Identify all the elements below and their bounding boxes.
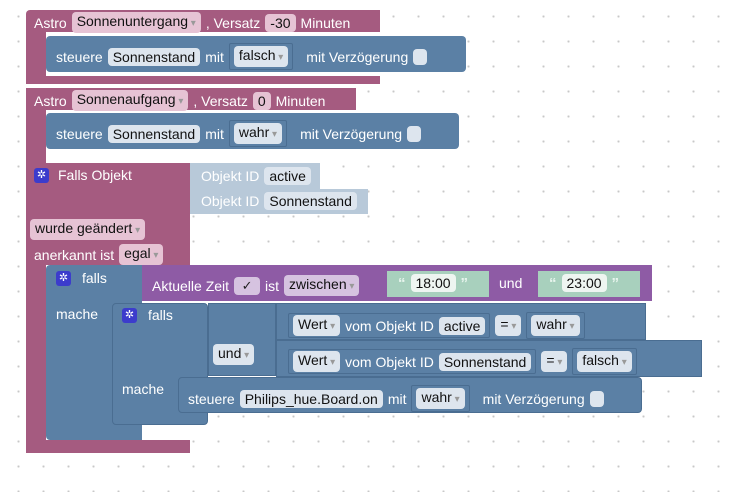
astro-event-dropdown[interactable]: Sonnenaufgang — [71, 90, 189, 111]
gear-icon[interactable]: ✲ — [122, 307, 137, 323]
and-label: und — [499, 275, 523, 291]
unit-label: Minuten — [275, 92, 326, 109]
value-dropdown[interactable]: falsch — [577, 351, 632, 372]
control-target[interactable]: Sonnenstand — [107, 47, 201, 66]
object-id-label: Objekt ID — [201, 168, 260, 184]
is-label: ist — [265, 277, 280, 294]
delay-label: mit Verzögerung — [300, 125, 403, 142]
object-label: vom Objekt ID — [345, 353, 434, 370]
checkbox[interactable]: ✓ — [234, 276, 261, 295]
do-label: mache — [56, 306, 99, 322]
quote-close-icon: ” — [460, 274, 469, 292]
value-dropdown[interactable]: falsch — [233, 46, 289, 67]
logic-block[interactable] — [208, 303, 276, 376]
operator-dropdown[interactable]: = — [541, 351, 568, 372]
object-id-value[interactable]: Sonnenstand — [264, 192, 357, 210]
astro-label: Astro — [34, 14, 67, 31]
delay-checkbox[interactable] — [589, 390, 604, 407]
offset-label: , Versatz — [193, 92, 248, 109]
mode-dropdown[interactable]: zwischen — [284, 275, 360, 296]
offset-input[interactable]: -30 — [265, 13, 296, 32]
quote-close-icon: ” — [611, 274, 620, 292]
if-label: falls — [148, 307, 173, 323]
object-id-value[interactable]: Sonnenstand — [438, 352, 532, 371]
object-id-label: Objekt ID — [201, 193, 260, 209]
ack-label: anerkannt ist — [34, 246, 115, 263]
delay-checkbox[interactable] — [413, 48, 428, 65]
quote-open-icon: “ — [549, 274, 557, 292]
object-label: vom Objekt ID — [345, 317, 434, 334]
ack-dropdown[interactable]: egal — [119, 244, 164, 265]
control-target[interactable]: Philips_hue.Board.on — [239, 389, 383, 408]
gear-icon[interactable]: ✲ — [34, 167, 49, 183]
control-target[interactable]: Sonnenstand — [107, 124, 201, 143]
with-label: mit — [205, 125, 224, 142]
quote-open-icon: “ — [398, 274, 406, 292]
operator-dropdown[interactable]: = — [495, 315, 522, 336]
with-label: mit — [387, 390, 407, 407]
unit-label: Minuten — [300, 14, 351, 31]
value-dropdown[interactable]: wahr — [233, 123, 283, 144]
astro-event-dropdown[interactable]: Sonnenuntergang — [71, 12, 201, 33]
control-label: steuere — [56, 125, 103, 142]
control-label: steuere — [56, 48, 103, 65]
delay-label: mit Verzögerung — [306, 48, 409, 65]
logic-dropdown[interactable]: und — [213, 344, 255, 365]
control-label: steuere — [188, 390, 235, 407]
gear-icon[interactable]: ✲ — [56, 270, 71, 286]
value-dropdown[interactable]: wahr — [531, 315, 580, 336]
change-dropdown[interactable]: wurde geändert — [30, 219, 146, 240]
trigger-label: Falls Objekt — [58, 167, 132, 183]
object-id-value[interactable]: active — [264, 167, 311, 185]
offset-input[interactable]: 0 — [252, 91, 271, 110]
do-label: mache — [122, 381, 165, 397]
get-kind-dropdown[interactable]: Wert — [293, 351, 341, 372]
with-label: mit — [205, 48, 224, 65]
value-dropdown[interactable]: wahr — [416, 388, 465, 409]
time-from-input[interactable]: 18:00 — [410, 274, 456, 292]
astro-label: Astro — [34, 92, 67, 109]
get-kind-dropdown[interactable]: Wert — [293, 315, 341, 336]
time-to-input[interactable]: 23:00 — [561, 274, 607, 292]
object-id-value[interactable]: active — [438, 316, 486, 335]
offset-label: , Versatz — [205, 14, 261, 31]
delay-checkbox[interactable] — [407, 125, 422, 142]
delay-label: mit Verzögerung — [482, 390, 585, 407]
if-label: falls — [82, 270, 107, 286]
time-label: Aktuelle Zeit — [152, 277, 230, 294]
